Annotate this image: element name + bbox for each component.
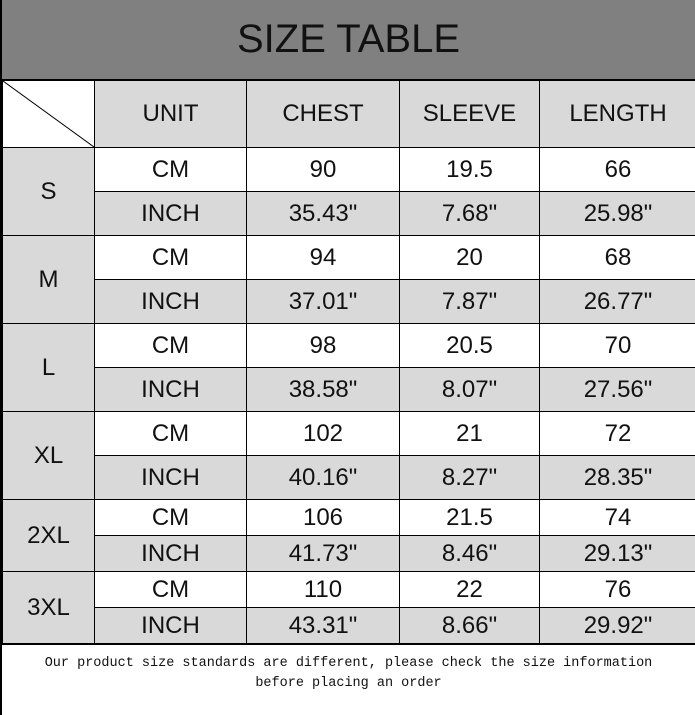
length-cell: 72	[539, 411, 695, 456]
size-label: M	[2, 235, 95, 324]
unit-cell: CM	[94, 571, 247, 608]
table-row-inch: INCH 35.43" 7.68" 25.98"	[3, 191, 695, 236]
sleeve-cell: 21.5	[399, 499, 540, 536]
sleeve-cell: 8.27"	[399, 455, 540, 500]
header-length: LENGTH	[539, 80, 695, 148]
size-disclaimer: Our product size standards are different…	[2, 644, 695, 715]
length-cell: 27.56"	[539, 367, 695, 412]
unit-cell: INCH	[94, 455, 247, 500]
length-cell: 68	[539, 235, 695, 280]
unit-cell: CM	[94, 411, 247, 456]
unit-cell: INCH	[94, 191, 247, 236]
disclaimer-line-2: before placing an order	[255, 676, 442, 691]
unit-cell: CM	[94, 499, 247, 536]
page-title: SIZE TABLE	[2, 0, 695, 80]
size-label: XL	[2, 411, 95, 500]
size-label: L	[2, 323, 95, 412]
table-row-inch: INCH 43.31" 8.66" 29.92"	[3, 607, 695, 644]
table-row-cm: L CM 98 20.5 70	[2, 323, 695, 412]
size-label: 3XL	[2, 571, 95, 644]
sleeve-cell: 19.5	[399, 147, 540, 192]
sleeve-cell: 20.5	[399, 323, 540, 368]
chest-cell: 43.31"	[246, 607, 400, 644]
unit-cell: CM	[94, 323, 247, 368]
length-cell: 70	[539, 323, 695, 368]
chest-cell: 98	[246, 323, 400, 368]
corner-cell	[2, 80, 95, 148]
sleeve-cell: 8.07"	[399, 367, 540, 412]
chest-cell: 94	[246, 235, 400, 280]
length-cell: 25.98"	[539, 191, 695, 236]
header-unit: UNIT	[94, 80, 247, 148]
length-cell: 29.92"	[539, 607, 695, 644]
length-cell: 74	[539, 499, 695, 536]
header-chest: CHEST	[246, 80, 400, 148]
table-row-inch: INCH 41.73" 8.46" 29.13"	[3, 535, 695, 572]
table-row-cm: 2XL CM 106 21.5 74	[2, 499, 695, 572]
sleeve-cell: 20	[399, 235, 540, 280]
length-cell: 29.13"	[539, 535, 695, 572]
chest-cell: 38.58"	[246, 367, 400, 412]
table-row-cm: S CM 90 19.5 66	[2, 147, 695, 236]
chest-cell: 35.43"	[246, 191, 400, 236]
table-row-inch: INCH 37.01" 7.87" 26.77"	[3, 279, 695, 324]
chest-cell: 110	[246, 571, 400, 608]
sleeve-cell: 22	[399, 571, 540, 608]
length-cell: 26.77"	[539, 279, 695, 324]
unit-cell: INCH	[94, 367, 247, 412]
chest-cell: 37.01"	[246, 279, 400, 324]
diagonal-line	[3, 81, 94, 147]
chest-cell: 106	[246, 499, 400, 536]
chest-cell: 40.16"	[246, 455, 400, 500]
chest-cell: 41.73"	[246, 535, 400, 572]
table-row-cm: XL CM 102 21 72	[2, 411, 695, 500]
size-table: UNIT CHEST SLEEVE LENGTH S CM 90 19.5 66 INCH…	[2, 80, 695, 644]
unit-cell: INCH	[94, 535, 247, 572]
sleeve-cell: 7.68"	[399, 191, 540, 236]
table-row-cm: M CM 94 20 68	[2, 235, 695, 324]
length-cell: 28.35"	[539, 455, 695, 500]
length-cell: 76	[539, 571, 695, 608]
sleeve-cell: 8.66"	[399, 607, 540, 644]
table-row-cm: 3XL CM 110 22 76	[2, 571, 695, 644]
unit-cell: INCH	[94, 279, 247, 324]
chest-cell: 90	[246, 147, 400, 192]
disclaimer-line-1: Our product size standards are different…	[44, 656, 653, 671]
length-cell: 66	[539, 147, 695, 192]
unit-cell: INCH	[94, 607, 247, 644]
unit-cell: CM	[94, 147, 247, 192]
size-label: 2XL	[2, 499, 95, 572]
sleeve-cell: 21	[399, 411, 540, 456]
header-sleeve: SLEEVE	[399, 80, 540, 148]
table-row-inch: INCH 40.16" 8.27" 28.35"	[3, 455, 695, 500]
sleeve-cell: 7.87"	[399, 279, 540, 324]
table-row-inch: INCH 38.58" 8.07" 27.56"	[3, 367, 695, 412]
size-label: S	[2, 147, 95, 236]
chest-cell: 102	[246, 411, 400, 456]
sleeve-cell: 8.46"	[399, 535, 540, 572]
header-row: UNIT CHEST SLEEVE LENGTH	[2, 80, 695, 148]
unit-cell: CM	[94, 235, 247, 280]
